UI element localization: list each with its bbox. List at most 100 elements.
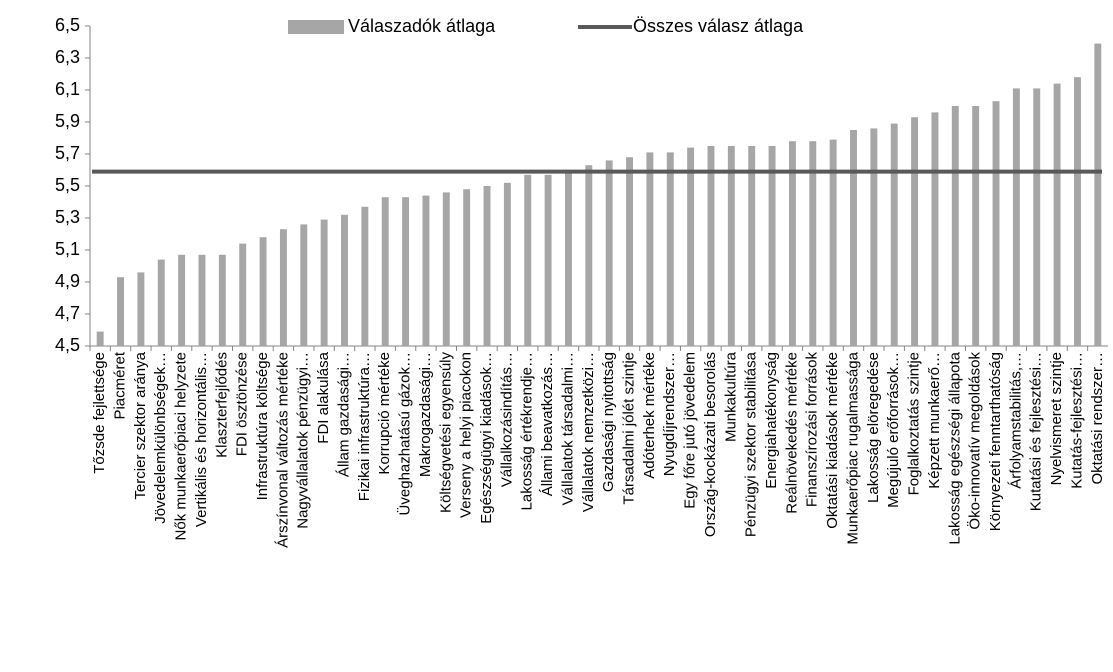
bar: [259, 237, 267, 346]
x-tick-label: Öko-innovatív megoldások: [966, 352, 984, 530]
x-tick-label: FDI ösztönzése: [234, 352, 251, 456]
y-tick-label: 5,3: [55, 207, 80, 227]
x-tick-label: Vállalkozásindítás…: [498, 352, 515, 487]
x-tick-label: Oktatási kiadások mértéke: [824, 352, 841, 529]
x-tick-label: Lakosság egészségi állapota: [946, 351, 963, 544]
x-tick-label: Tercier szektor aránya: [132, 351, 149, 499]
bar: [626, 157, 634, 346]
bar: [218, 254, 226, 346]
x-tick-label: Üveghazhatású gázok…: [396, 352, 414, 515]
x-tick-label: Piacméret: [112, 351, 129, 419]
x-tick-label: Árfolyamstabilitás,…: [1007, 352, 1024, 489]
x-tick-label: Makrogazdasági…: [417, 352, 434, 477]
x-tick-label: Fizikai infrastruktúra…: [356, 352, 373, 501]
bar: [727, 146, 735, 346]
x-tick-label: Képzett munkaerő…: [926, 352, 943, 489]
bar: [850, 130, 857, 346]
bar: [381, 197, 389, 346]
y-tick-label: 5,5: [55, 175, 80, 195]
x-tick-label: Klaszterfejlődés: [213, 352, 230, 458]
bar: [1094, 43, 1102, 346]
x-tick-label: Munkakultúra: [722, 351, 739, 442]
x-tick-label: Finanszírozási források: [804, 352, 821, 508]
y-tick-label: 6,3: [55, 47, 80, 67]
bar: [768, 146, 776, 346]
x-tick-label: Gazdasági nyitottság: [600, 352, 617, 492]
y-tick-label: 5,9: [55, 111, 80, 131]
bar: [422, 195, 430, 346]
y-tick-label: 5,7: [55, 143, 80, 163]
x-tick-label: Nyelvismeret szintje: [1048, 352, 1065, 485]
bar: [605, 160, 613, 346]
bar: [300, 224, 308, 346]
bar: [239, 243, 247, 346]
x-tick-label: Jövedelemkülönbségek…: [152, 352, 169, 524]
bar: [564, 173, 572, 346]
bar: [931, 112, 939, 347]
bar: [788, 141, 796, 346]
y-tick-label: 5,1: [55, 239, 80, 259]
x-tick-label: Oktatási rendszer…: [1089, 352, 1106, 485]
bar: [544, 174, 552, 346]
bar: [585, 165, 593, 346]
x-tick-label: Nagyvállalatok pénzügyi…: [295, 352, 312, 529]
bar: [157, 259, 165, 346]
bar: [1033, 88, 1041, 347]
x-tick-label: Egy főre jutó jövedelem: [682, 352, 699, 509]
y-tick-label: 6,5: [55, 15, 80, 35]
bar: [1053, 83, 1061, 346]
y-tick-label: 4,9: [55, 271, 80, 291]
x-tick-label: Korrupció mértéke: [376, 352, 393, 475]
x-tick-label: Infrastruktúra költsége: [254, 352, 271, 500]
x-tick-label: Egészségügyi kiadások…: [478, 352, 495, 524]
bar: [748, 146, 756, 346]
legend-label: Összes válasz átlaga: [633, 16, 804, 36]
bar: [279, 229, 287, 346]
bar: [972, 106, 980, 346]
y-tick-label: 6,1: [55, 79, 80, 99]
x-tick-label: Adóterhek mértéke: [641, 352, 658, 479]
y-tick-label: 4,7: [55, 303, 80, 323]
bar: [687, 147, 695, 346]
x-tick-label: Állam gazdasági…: [335, 352, 352, 477]
x-tick-label: Reálnövekedés mértéke: [783, 352, 800, 514]
bar: [809, 141, 817, 346]
x-tick-label: Lakosság értékrendje…: [519, 352, 536, 510]
x-tick-label: Vállalatok társadalmi…: [559, 352, 576, 505]
bar: [463, 189, 471, 346]
x-tick-label: Foglalkoztatás szintje: [906, 352, 923, 495]
bar: [829, 139, 837, 346]
x-tick-label: Vertikális és horizontális…: [193, 352, 210, 527]
bar: [707, 146, 715, 346]
x-tick-label: FDI alakulása: [315, 351, 332, 443]
bar: [178, 254, 186, 346]
bar: [870, 128, 878, 346]
bar: [96, 331, 104, 346]
x-tick-label: Környezeti fenntarthatóság: [987, 352, 1004, 531]
bar: [402, 197, 410, 346]
x-tick-label: Nők munkaerőpiaci helyzete: [173, 352, 190, 540]
x-tick-label: Kutatási és fejlesztési…: [1028, 352, 1045, 511]
x-tick-label: Tőzsde fejlettsége: [91, 352, 108, 474]
x-tick-label: Energiahatékonyság: [763, 352, 780, 489]
bar: [483, 186, 491, 346]
bar: [890, 123, 898, 346]
bar: [361, 206, 369, 346]
x-tick-label: Nyugdíjrendszer…: [661, 352, 678, 476]
bar: [524, 174, 532, 346]
x-tick-label: Munkaerőpiac rugalmassága: [844, 351, 861, 544]
x-tick-label: Megújuló erőforrások…: [885, 352, 902, 508]
bar: [503, 182, 511, 346]
bar: [137, 272, 145, 346]
x-tick-label: Ország-kockázati besorolás: [702, 352, 719, 537]
x-tick-label: Költségvetési egyensúly: [437, 352, 454, 513]
bar: [341, 214, 348, 346]
x-tick-label: Lakosság elöregedése: [865, 352, 882, 503]
x-tick-label: Állami beavatkozás…: [539, 352, 556, 496]
bar: [442, 192, 450, 346]
x-tick-label: Kutatás-fejlesztési…: [1068, 352, 1085, 489]
bar: [1012, 88, 1020, 347]
bar: [1073, 77, 1081, 346]
legend-swatch: [288, 20, 344, 34]
